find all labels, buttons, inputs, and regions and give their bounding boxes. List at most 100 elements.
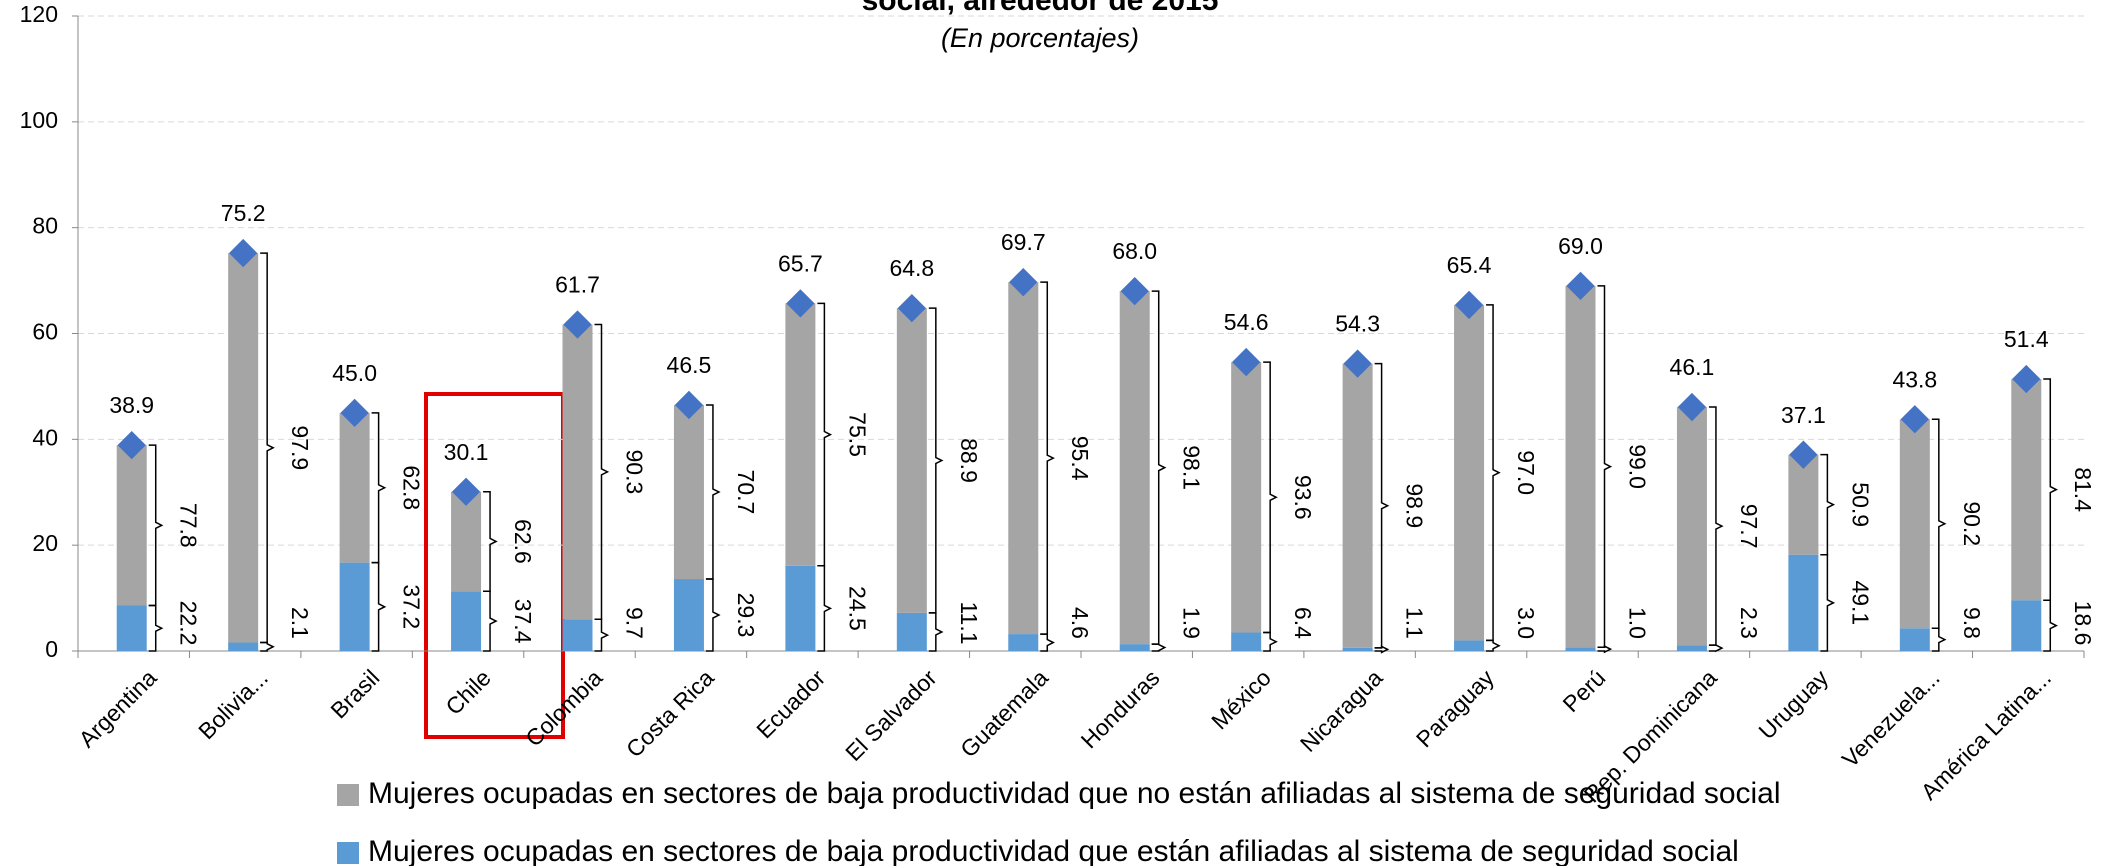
y-tick-label: 100 [20,107,58,133]
bracket [817,565,833,652]
share-label: 9.8 [1959,607,1985,639]
share-label: 98.1 [1179,445,1205,490]
share-label: 81.4 [2070,467,2096,512]
bar-segment [228,642,259,651]
bracket [371,412,387,564]
total-marker [1120,277,1149,306]
bar-segment [1676,645,1707,651]
total-marker [1566,271,1595,301]
bracket [2043,599,2058,652]
y-tick-label: 0 [45,636,58,662]
share-label: 97.7 [1736,504,1762,549]
bar-segment [562,324,593,620]
total-label: 45.0 [332,360,377,386]
bar-segment [228,253,259,643]
bracket [1486,639,1501,652]
x-tick-label: Uruguay [1753,664,1833,744]
x-tick-label: Honduras [1076,664,1165,753]
total-marker [674,390,704,420]
bracket [2043,378,2058,601]
share-label: 90.3 [621,449,647,494]
bar-segment [673,579,704,651]
bracket [1708,406,1724,646]
share-label: 6.4 [1290,607,1316,639]
bracket [483,490,498,592]
bar-segment [451,591,482,651]
total-label: 65.7 [778,250,823,276]
share-label: 11.1 [956,601,982,644]
bracket [1151,290,1167,645]
bracket [1040,633,1055,652]
bar-segment [339,412,370,563]
share-label: 75.5 [844,412,870,457]
bracket [1040,281,1055,635]
share-label: 62.6 [510,519,536,564]
bar-segment [1119,644,1150,651]
bar-segment [785,565,816,651]
bracket [260,252,275,644]
y-tick-label: 80 [32,213,58,239]
total-marker [451,477,481,506]
share-label: 2.3 [1736,607,1762,639]
bar-segment [1342,363,1373,648]
share-label: 22.2 [176,601,202,646]
bracket [1931,418,1947,629]
total-label: 46.5 [667,352,712,378]
bar-segment [1899,628,1930,651]
total-marker [786,289,815,318]
total-label: 64.8 [889,255,934,281]
bar-segment [1119,291,1150,645]
share-label: 4.6 [1067,607,1093,639]
total-label: 51.4 [2004,326,2049,352]
bracket [705,578,721,652]
bar-segment [896,308,927,613]
bracket [594,618,610,652]
total-label: 65.4 [1447,252,1492,278]
x-tick-label: Ecuador [751,664,830,743]
bar-segment [562,619,593,651]
total-marker [1343,349,1372,378]
y-tick-label: 120 [20,1,58,27]
bar-segment [1008,282,1039,635]
share-label: 9.7 [621,607,647,639]
share-label: 97.9 [287,425,313,470]
y-tick-label: 40 [32,424,58,450]
bar-segment [1454,304,1485,641]
bracket [148,444,164,607]
x-tick-label: Perú [1558,664,1611,717]
x-tick-label: Costa Rica [621,664,719,762]
share-label: 37.4 [510,599,536,644]
x-tick-label: Nicaragua [1295,664,1388,757]
total-marker [1232,347,1261,377]
x-tick-label: El Salvador [840,664,942,766]
bracket [1597,285,1613,649]
share-label: 3.0 [1513,607,1539,639]
bracket [1263,361,1278,634]
total-marker [563,310,592,339]
share-label: 2.1 [287,607,313,639]
x-tick-label: Guatemala [955,664,1053,762]
bracket [1374,362,1390,649]
legend-label: Mujeres ocupadas en sectores de baja pro… [368,777,1781,810]
share-label: 97.0 [1513,450,1539,495]
total-marker [2012,364,2041,394]
share-label: 62.8 [399,465,425,510]
share-label: 77.8 [176,503,202,548]
share-label: 93.6 [1290,475,1316,520]
share-label: 18.6 [2070,601,2096,646]
total-label: 75.2 [221,200,266,226]
bar-segment [1788,454,1819,555]
bracket [1151,643,1167,652]
bar-segment [339,562,370,651]
bar-segment [1008,634,1039,651]
bar-segment [1454,640,1485,651]
share-label: 50.9 [1847,482,1873,527]
bar-segment [785,303,816,566]
total-marker [1454,290,1484,320]
bar-segment [1899,419,1930,629]
total-label: 46.1 [1670,354,1715,380]
total-marker [340,398,369,428]
total-label: 54.6 [1224,309,1269,335]
share-label: 37.2 [399,584,425,629]
